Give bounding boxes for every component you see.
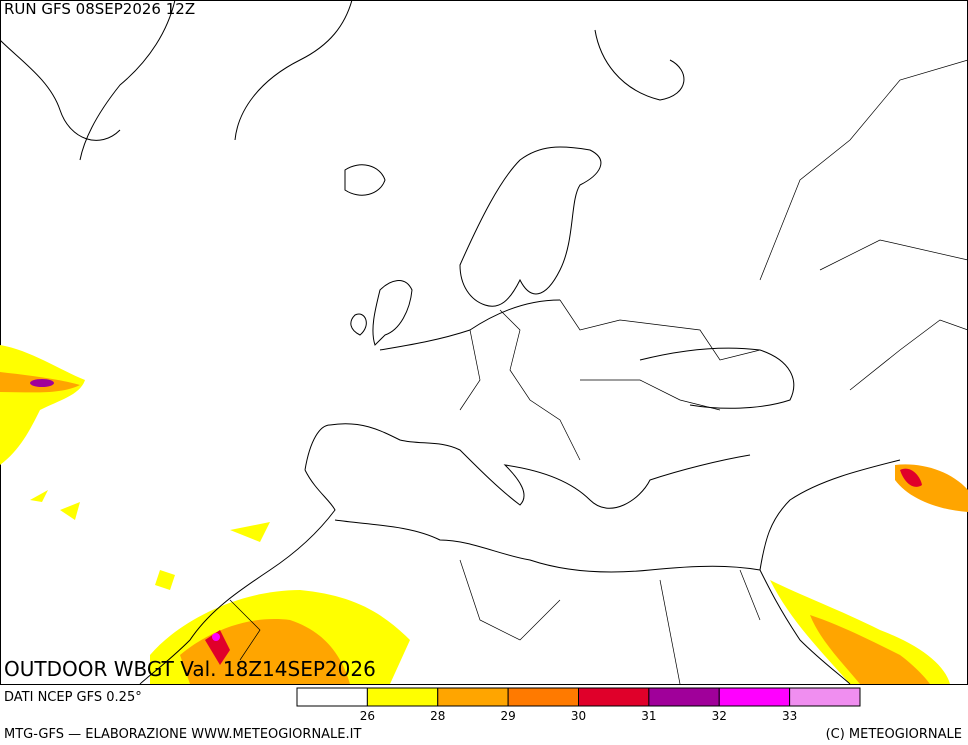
legend-swatch bbox=[296, 687, 368, 707]
coastlines bbox=[0, 0, 901, 685]
wbgt-field bbox=[0, 345, 968, 684]
map-frame bbox=[0, 0, 968, 685]
legend: 26 28 29 30 31 32 33 bbox=[296, 687, 861, 723]
legend-swatch bbox=[578, 687, 650, 707]
credit-label: MTG-GFS — ELABORAZIONE WWW.METEOGIORNALE… bbox=[4, 727, 361, 742]
legend-tick-label: 26 bbox=[360, 709, 375, 723]
copyright-label: (C) METEOGIORNALE bbox=[826, 727, 962, 742]
borders bbox=[229, 59, 968, 685]
map-title: OUTDOOR WBGT Val. 18Z14SEP2026 bbox=[4, 657, 376, 681]
legend-swatch bbox=[648, 687, 720, 707]
run-label: RUN GFS 08SEP2026 12Z bbox=[4, 0, 195, 18]
source-label: DATI NCEP GFS 0.25° bbox=[4, 690, 142, 705]
legend-tick-label: 30 bbox=[571, 709, 586, 723]
legend-tick-label: 29 bbox=[500, 709, 515, 723]
legend-swatch bbox=[366, 687, 439, 707]
legend-tick-label: 32 bbox=[712, 709, 727, 723]
legend-swatch bbox=[507, 687, 579, 707]
legend-swatch bbox=[437, 687, 509, 707]
legend-swatch bbox=[789, 687, 861, 707]
legend-tick-label: 33 bbox=[782, 709, 797, 723]
legend-swatch bbox=[718, 687, 791, 707]
legend-tick-label: 28 bbox=[430, 709, 445, 723]
legend-tick-label: 31 bbox=[641, 709, 656, 723]
